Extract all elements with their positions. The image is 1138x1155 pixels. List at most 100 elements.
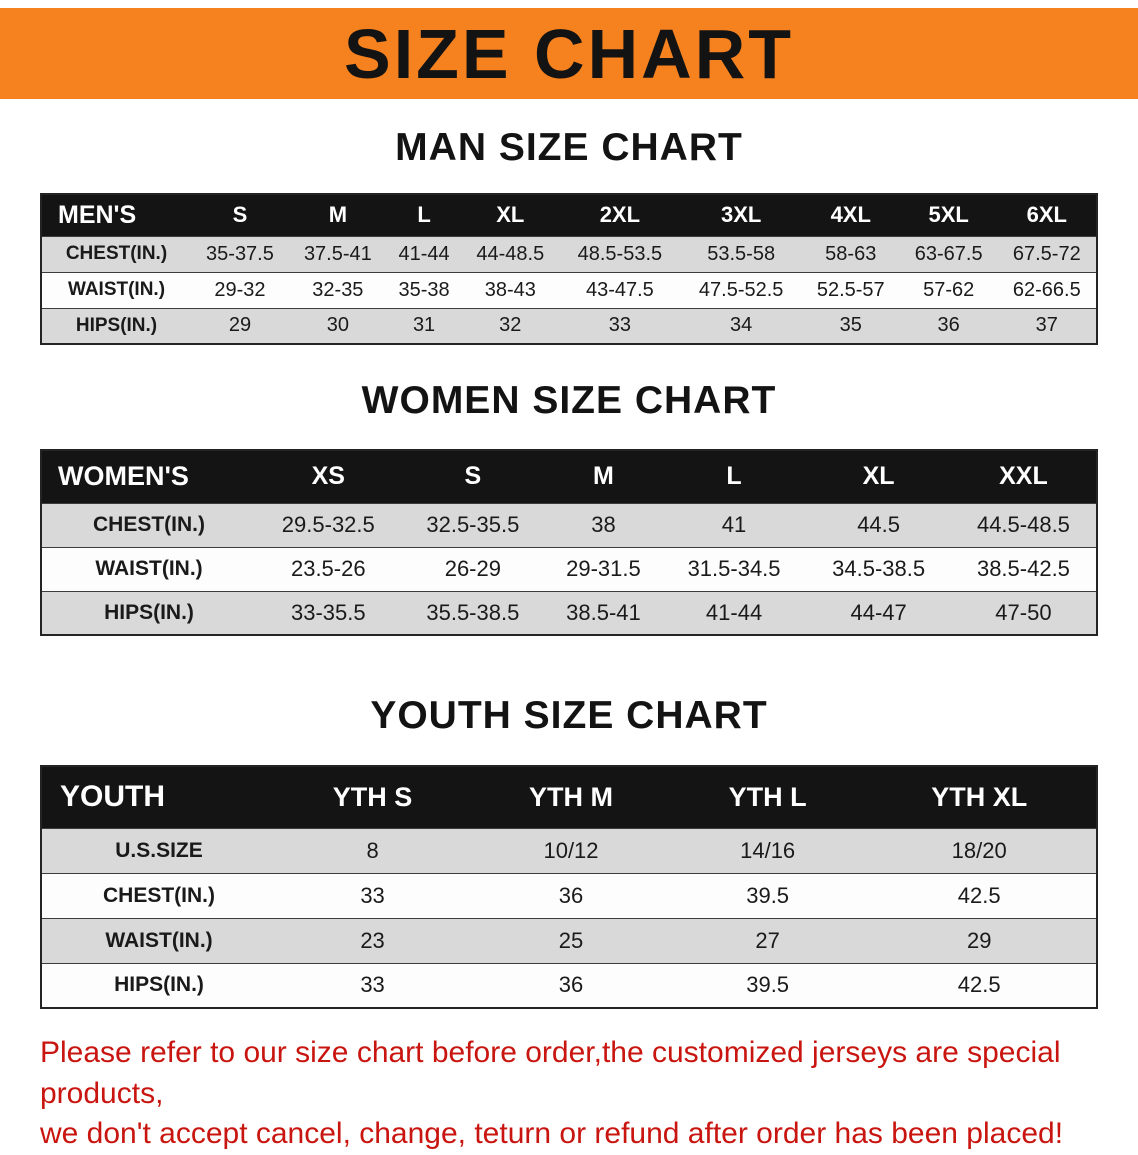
value-cell: 42.5	[957, 972, 1001, 998]
size-header-cell: YTH XL	[931, 781, 1028, 812]
row-label-cell: CHEST(IN.)	[103, 883, 215, 907]
disclaimer: Please refer to our size chart before or…	[40, 1033, 1098, 1155]
value-cell: 30	[326, 314, 349, 337]
value-cell: 31	[412, 314, 436, 337]
size-header-cell: YTH S	[332, 781, 413, 812]
value-cell: 44.5-48.5	[976, 512, 1070, 537]
value-cell: 33-35.5	[290, 599, 366, 625]
value-cell: 38	[591, 512, 616, 537]
value-cell: 35	[839, 314, 862, 337]
value-cell: 38-43	[484, 278, 536, 301]
size-header-cell: XXL	[999, 462, 1048, 491]
value-cell: 53.5-58	[707, 242, 776, 265]
size-header-cell: S	[232, 202, 248, 228]
value-cell: 23.5-26	[290, 556, 366, 581]
size-header-cell: YTH M	[529, 781, 613, 812]
value-cell: 32.5-35.5	[426, 512, 520, 537]
measure-row: U.S.SIZE 8 10/12 14/16 18/20	[41, 828, 1097, 873]
man-section-heading: MAN SIZE CHART	[395, 126, 743, 169]
size-header-cell: YTH L	[728, 781, 807, 812]
row-label-cell: WAIST(IN.)	[67, 279, 166, 300]
value-cell: 34	[730, 314, 753, 337]
size-header-cell: XL	[862, 462, 895, 491]
size-header-cell: S	[464, 462, 482, 491]
value-cell: 33	[360, 882, 385, 908]
table-title-cell: MEN'S	[58, 200, 137, 229]
value-cell: 48.5-53.5	[577, 242, 663, 265]
women-section-heading: WOMEN SIZE CHART	[361, 379, 777, 422]
header-row: MEN'S S M L XL 2XL 3XL 4XL 5XL 6XL	[41, 194, 1097, 236]
size-header-cell: 3XL	[720, 202, 762, 228]
value-cell: 67.5-72	[1012, 242, 1081, 265]
size-header-cell: M	[593, 462, 614, 491]
table-title-cell: YOUTH	[60, 780, 165, 814]
value-cell: 36	[558, 882, 584, 908]
value-cell: 14/16	[740, 837, 796, 863]
page-title: SIZE CHART	[344, 14, 794, 93]
value-cell: 29	[966, 927, 992, 953]
value-cell: 23	[360, 927, 385, 953]
measure-row: WAIST(IN.) 23.5-26 26-29 29-31.5 31.5-34.5 34…	[41, 547, 1097, 591]
header-row: YOUTH YTH S YTH M YTH L YTH XL	[41, 766, 1097, 828]
value-cell: 8	[366, 837, 379, 863]
value-cell: 35-37.5	[206, 242, 274, 265]
banner: SIZE CHART	[0, 8, 1138, 99]
value-cell: 63-67.5	[914, 242, 983, 265]
value-cell: 32-35	[312, 278, 364, 301]
youth-section-heading: YOUTH SIZE CHART	[370, 694, 768, 737]
value-cell: 41	[721, 512, 747, 537]
value-cell: 37	[1035, 314, 1058, 337]
measure-row: HIPS(IN.) 29 30 31 32 33 34 35 36 37	[41, 308, 1097, 344]
man-size-section: MAN SIZE CHART MEN'S S M L XL 2XL 3XL 4XL 5XL 6XL…	[0, 126, 1138, 345]
value-cell: 43-47.5	[585, 278, 654, 301]
value-cell: 57-62	[923, 278, 975, 301]
measure-row: CHEST(IN.) 35-37.5 37.5-41 41-44 44-48.5 48.5…	[41, 236, 1097, 272]
value-cell: 58-63	[825, 242, 877, 265]
value-cell: 33	[608, 314, 631, 337]
header-row: WOMEN'S XS S M L XL XXL	[41, 450, 1097, 503]
value-cell: 18/20	[951, 837, 1007, 863]
value-cell: 33	[360, 972, 385, 998]
value-cell: 29-32	[214, 278, 266, 301]
size-header-cell: XL	[496, 202, 525, 228]
size-header-cell: L	[417, 202, 431, 228]
disclaimer-line-1: Please refer to our size chart before or…	[40, 1036, 1061, 1110]
row-label-cell: CHEST(IN.)	[65, 243, 168, 264]
size-header-cell: 5XL	[928, 202, 969, 228]
value-cell: 10/12	[543, 837, 599, 863]
value-cell: 27	[755, 927, 780, 953]
women-size-table: WOMEN'S XS S M L XL XXL CHEST(IN.) 29.5-32.5 32.5…	[40, 449, 1098, 636]
value-cell: 62-66.5	[1012, 278, 1081, 301]
value-cell: 42.5	[957, 882, 1001, 908]
row-label-cell: HIPS(IN.)	[104, 600, 194, 624]
size-header-cell: 4XL	[830, 202, 871, 228]
value-cell: 36	[937, 314, 960, 337]
value-cell: 39.5	[746, 972, 790, 998]
value-cell: 44.5	[857, 512, 901, 537]
row-label-cell: CHEST(IN.)	[93, 513, 205, 536]
size-header-cell: 2XL	[599, 202, 641, 228]
disclaimer-line-2: we don't accept cancel, change, teturn o…	[40, 1117, 1064, 1150]
value-cell: 38.5-42.5	[976, 556, 1070, 581]
row-label-cell: HIPS(IN.)	[114, 973, 204, 997]
value-cell: 52.5-57	[816, 278, 885, 301]
row-label-cell: U.S.SIZE	[115, 838, 203, 862]
value-cell: 29	[228, 314, 252, 337]
value-cell: 35.5-38.5	[426, 599, 520, 625]
measure-row: WAIST(IN.) 29-32 32-35 35-38 38-43 43-47.5 47.…	[41, 272, 1097, 308]
value-cell: 47-50	[995, 599, 1052, 625]
value-cell: 29.5-32.5	[281, 512, 375, 537]
value-cell: 26-29	[444, 556, 501, 581]
value-cell: 29-31.5	[566, 556, 641, 581]
value-cell: 44-47	[850, 599, 907, 625]
table-title-cell: WOMEN'S	[58, 461, 189, 492]
man-size-table: MEN'S S M L XL 2XL 3XL 4XL 5XL 6XL CHEST(IN.) 35-37…	[40, 193, 1098, 345]
size-header-cell: 6XL	[1026, 202, 1067, 228]
measure-row: WAIST(IN.) 23 25 27 29	[41, 918, 1097, 963]
youth-size-section: YOUTH SIZE CHART YOUTH YTH S YTH M YTH L YTH…	[0, 694, 1138, 1009]
value-cell: 39.5	[746, 882, 790, 908]
measure-row: CHEST(IN.) 29.5-32.5 32.5-35.5 38 41 44.5 44.5…	[41, 503, 1097, 547]
value-cell: 25	[558, 927, 584, 953]
value-cell: 37.5-41	[303, 242, 372, 265]
row-label-cell: WAIST(IN.)	[105, 928, 213, 952]
